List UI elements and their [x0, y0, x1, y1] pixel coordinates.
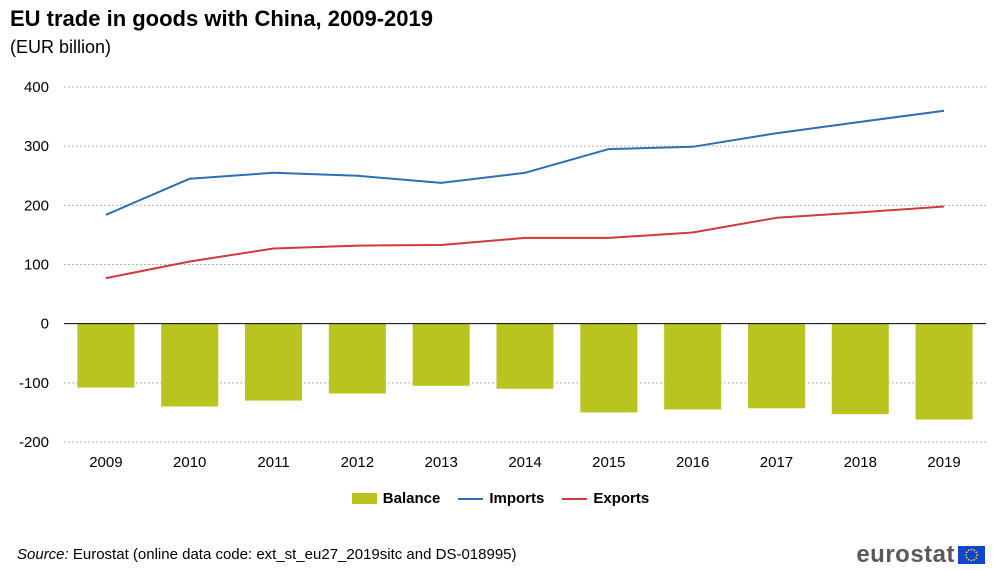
flag-star	[965, 554, 967, 556]
logo-text: eurostat	[856, 541, 955, 568]
bar-balance	[412, 323, 470, 386]
bar-balance	[747, 323, 805, 409]
flag-star	[965, 551, 968, 554]
y-tick-label: 0	[41, 316, 49, 333]
y-tick-label: 100	[24, 257, 49, 274]
chart-plot: 400 300 200 100 0 -100 -200 2009 2010 2011 2012 201…	[19, 79, 986, 471]
legend-label-exports: Exports	[593, 490, 650, 507]
bar-balance	[161, 323, 219, 407]
x-tick-label: 2018	[844, 454, 877, 471]
legend-swatch-balance	[351, 493, 377, 504]
eu-flag-icon	[958, 546, 985, 564]
source-note: Source: Eurostat (online data code: ext_…	[17, 546, 517, 563]
x-tick-label: 2019	[927, 454, 960, 471]
flag-star	[970, 559, 973, 562]
y-tick-label: 200	[24, 197, 49, 214]
bar-balance	[664, 323, 722, 410]
source-text: Eurostat (online data code: ext_st_eu27_…	[68, 546, 517, 563]
chart-subtitle: (EUR billion)	[10, 37, 112, 57]
legend-item-imports: Imports	[458, 490, 544, 507]
bar-balance	[245, 323, 303, 401]
x-tick-label: 2012	[341, 454, 374, 471]
legend-item-balance: Balance	[351, 490, 441, 507]
flag-star	[970, 548, 973, 551]
x-tick-label: 2017	[760, 454, 793, 471]
legend-swatch-exports	[562, 497, 588, 500]
legend-label-balance: Balance	[382, 490, 441, 507]
flag-star	[975, 551, 978, 554]
flag-star	[967, 549, 970, 552]
bar-balance	[580, 323, 638, 413]
eurostat-logo: eurostat	[856, 541, 985, 569]
x-tick-label: 2010	[173, 454, 206, 471]
flag-star	[973, 549, 976, 552]
line-imports	[105, 109, 945, 216]
flag-star	[967, 558, 970, 561]
y-tick-label: -100	[19, 375, 49, 392]
chart-legend: Balance Imports Exports	[0, 490, 1001, 507]
y-tick-label: -200	[19, 434, 49, 451]
bar-balance	[915, 323, 973, 420]
flag-star	[976, 554, 978, 556]
legend-swatch-imports	[458, 497, 484, 500]
line-exports	[105, 205, 945, 280]
bar-balance	[328, 323, 386, 394]
bar-balance	[831, 323, 889, 415]
y-tick-label: 300	[24, 138, 49, 155]
source-label: Source:	[17, 546, 69, 563]
legend-label-imports: Imports	[489, 490, 545, 507]
x-tick-label: 2016	[676, 454, 709, 471]
bar-balance	[496, 323, 554, 389]
chart-title: EU trade in goods with China, 2009-2019	[10, 6, 433, 31]
x-tick-label: 2009	[89, 454, 122, 471]
legend-item-exports: Exports	[562, 490, 649, 507]
flag-star	[975, 556, 978, 559]
flag-star	[965, 556, 968, 559]
x-tick-label: 2011	[257, 454, 289, 471]
x-tick-label: 2014	[508, 454, 541, 471]
x-tick-label: 2015	[592, 454, 625, 471]
flag-star	[973, 558, 976, 561]
x-tick-label: 2013	[424, 454, 457, 471]
bar-balance	[77, 323, 135, 388]
y-tick-label: 400	[24, 79, 49, 96]
